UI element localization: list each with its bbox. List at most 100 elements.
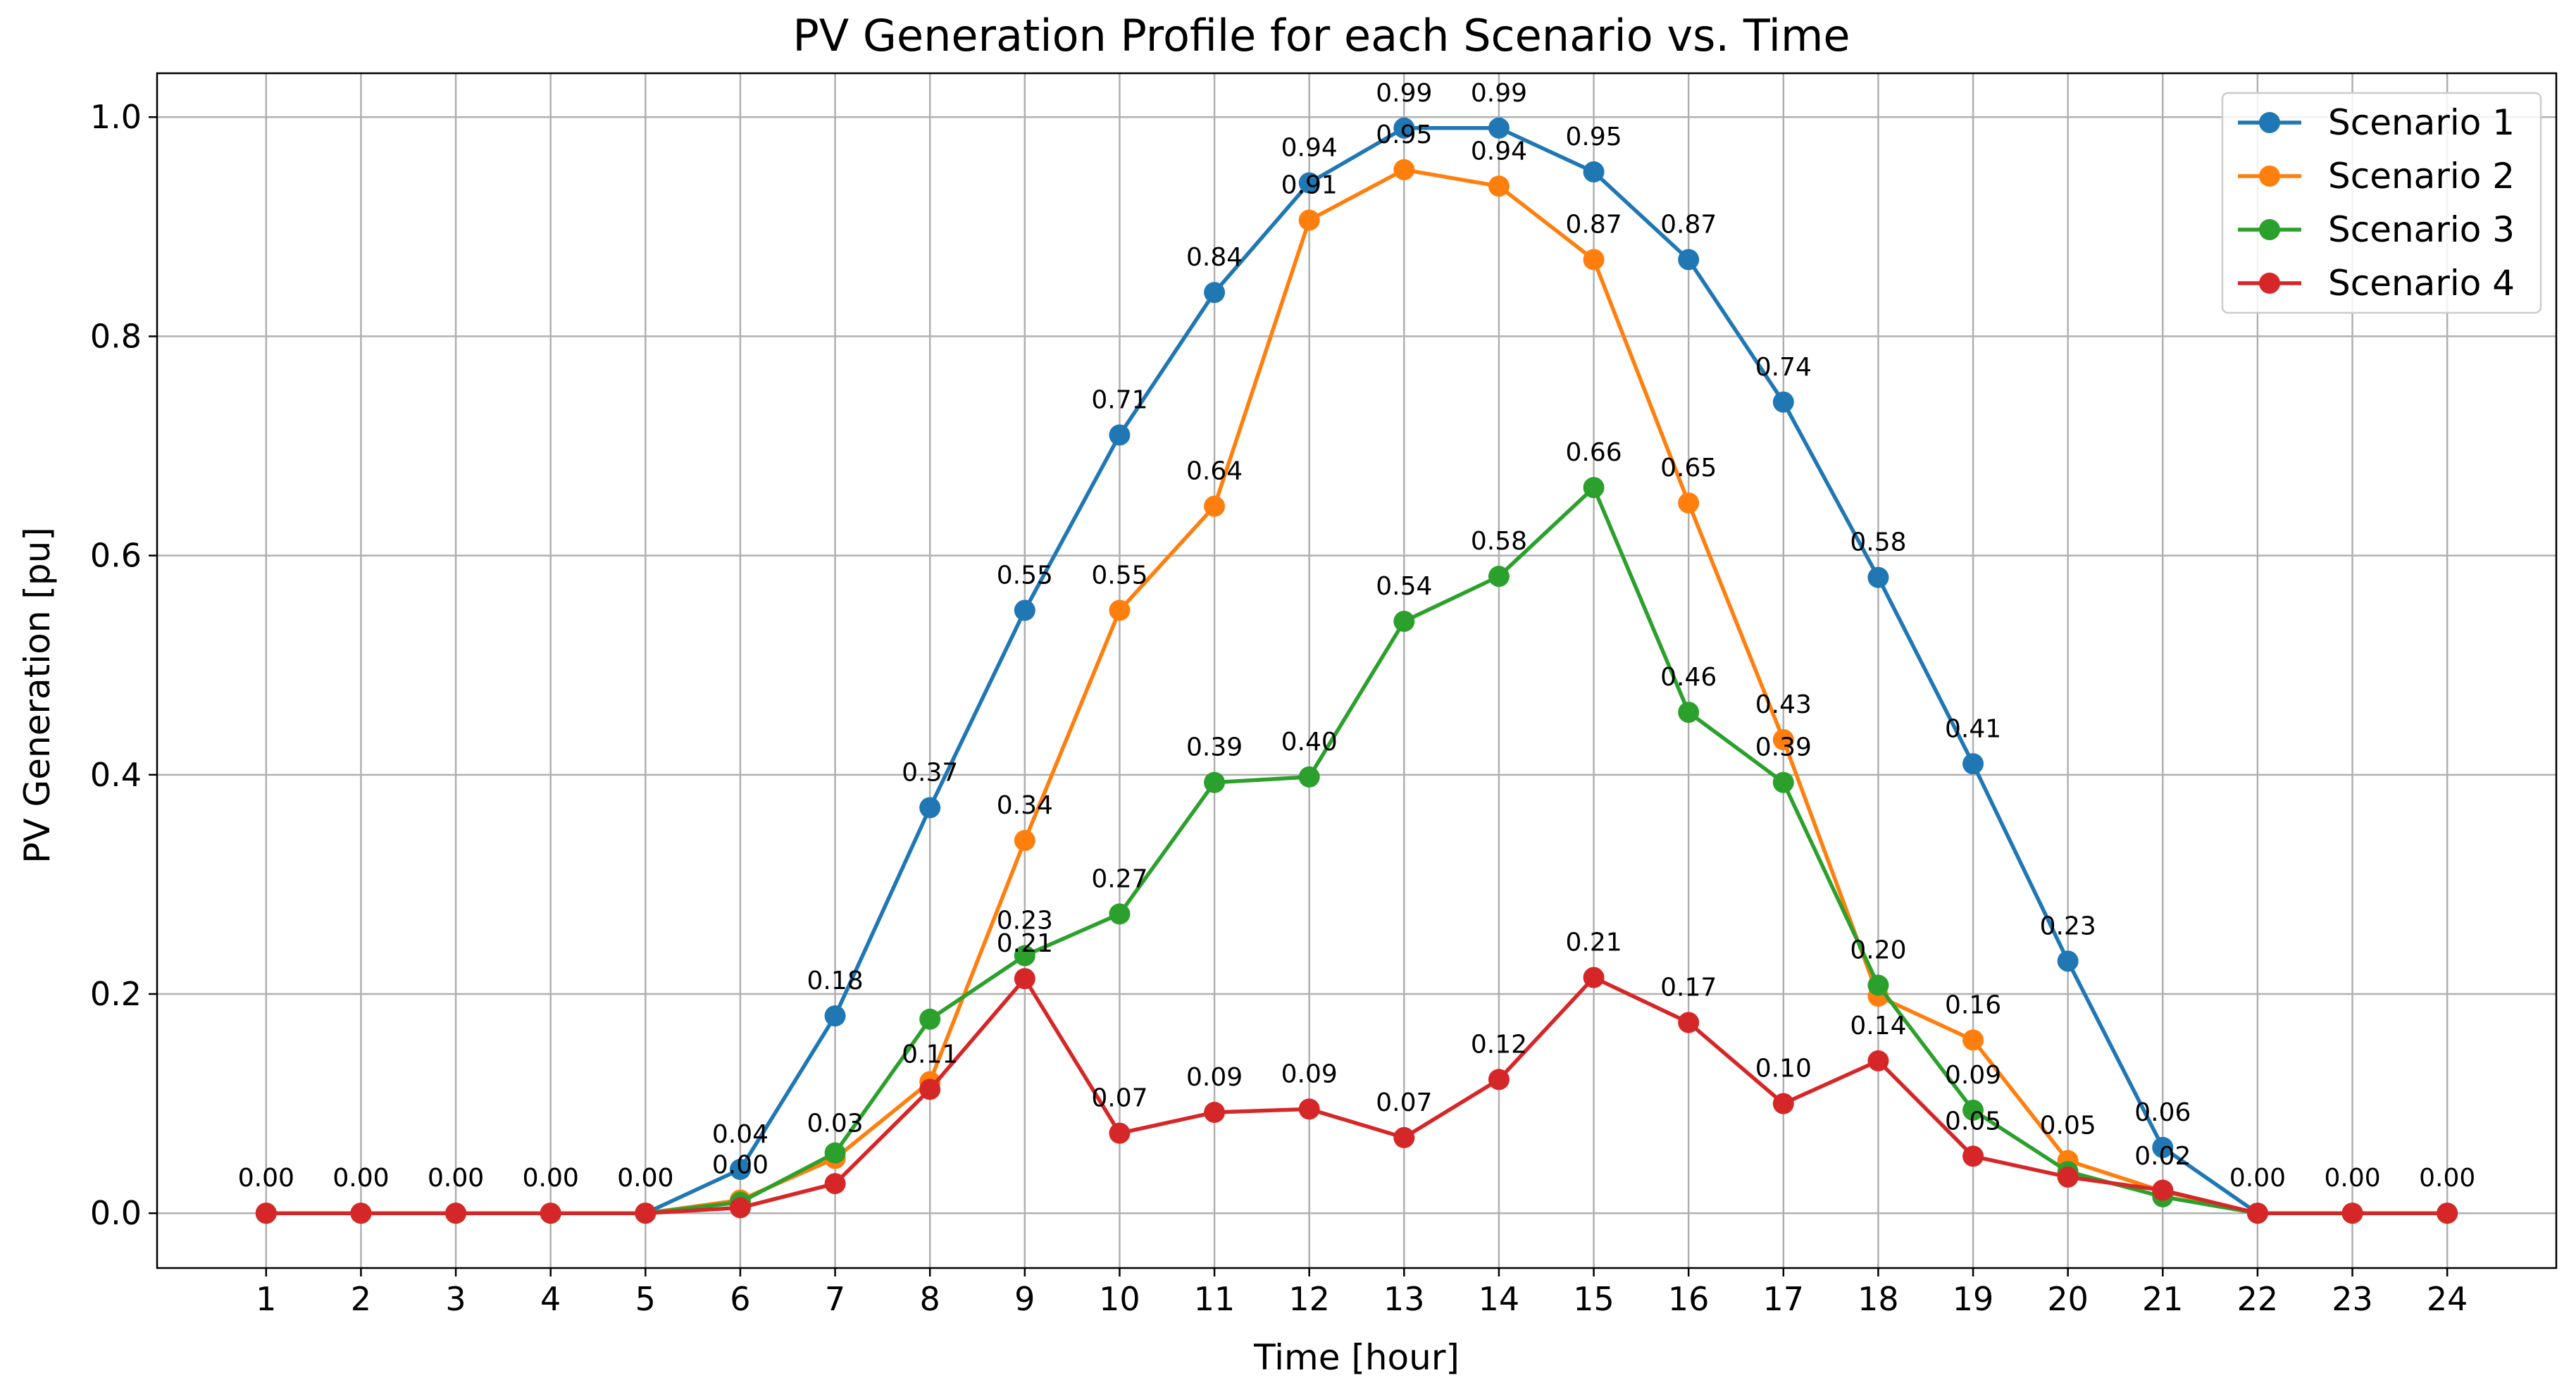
data-label: 0.84 [1186,243,1243,272]
data-label: 0.18 [807,967,863,995]
data-label: 0.10 [1755,1055,1812,1083]
data-label: 0.87 [1660,211,1717,240]
data-label: 0.87 [1565,211,1622,240]
data-label: 0.00 [238,1164,294,1193]
data-label: 0.94 [1471,137,1527,166]
data-label: 0.39 [1755,733,1812,762]
data-label: 0.00 [523,1164,579,1193]
data-label: 0.91 [1281,170,1338,199]
data-point [1109,903,1131,925]
data-point [1298,1098,1320,1120]
x-tick-label: 22 [2237,1280,2279,1318]
data-point [1867,1050,1889,1071]
data-point [919,1008,941,1030]
grid-lines [157,73,2556,1268]
data-label: 0.74 [1755,353,1812,382]
data-point [1204,495,1226,517]
y-axis-label: PV Generation [pu] [17,527,58,864]
legend-label: Scenario 3 [2328,209,2515,250]
data-point [1109,1122,1131,1144]
y-tick-label: 0.0 [90,1194,142,1232]
data-label: 0.00 [2324,1164,2380,1193]
data-point [919,1079,941,1100]
data-point [350,1203,372,1224]
data-label: 0.58 [1850,528,1906,557]
data-label: 0.23 [997,907,1053,936]
data-label: 0.55 [1091,561,1147,590]
x-tick-label: 24 [2427,1280,2468,1318]
data-label: 0.00 [2229,1164,2286,1193]
data-point [1583,967,1605,988]
data-point [1583,477,1605,499]
x-tick-label: 18 [1858,1280,1899,1318]
data-label: 0.21 [997,929,1053,958]
data-label: 0.00 [2419,1164,2475,1193]
data-label: 0.07 [1091,1084,1147,1113]
data-point [919,797,941,819]
legend-label: Scenario 2 [2328,156,2515,197]
data-point [2152,1179,2174,1201]
data-point [1583,161,1605,183]
legend-item: Scenario 2 [2238,156,2515,197]
data-point [1204,1102,1226,1124]
y-tick-label: 0.2 [90,975,142,1013]
x-tick-label: 8 [920,1280,940,1318]
x-tick-label: 12 [1288,1280,1330,1318]
data-label: 0.99 [1471,79,1527,108]
data-point [1298,766,1320,788]
data-point [1014,599,1035,621]
data-point [2057,1166,2079,1188]
data-label: 0.09 [1945,1061,2001,1090]
data-point [729,1158,751,1180]
x-tick-label: 16 [1668,1280,1710,1318]
legend-item: Scenario 1 [2238,102,2515,143]
data-labels: 0.00 0.00 0.00 0.00 0.000.040.180.370.550.71… [238,79,2476,1193]
legend-label: Scenario 4 [2328,263,2515,304]
data-label: 0.09 [1186,1063,1243,1092]
data-point [1678,1012,1700,1033]
y-tick-label: 0.8 [90,317,142,355]
data-point [1772,1093,1794,1114]
data-label: 0.00 [428,1164,484,1193]
data-label: 0.64 [1186,457,1243,486]
data-label: 0.00 [332,1164,389,1193]
data-label: 0.00 [712,1151,769,1180]
data-point [1014,830,1035,852]
x-tick-label: 2 [351,1280,371,1318]
data-point [1678,249,1700,271]
data-label: 0.17 [1660,973,1717,1002]
data-label: 0.39 [1186,733,1243,762]
data-label: 0.55 [997,561,1053,590]
x-tick-label: 1 [256,1280,276,1318]
legend-marker [2259,273,2280,294]
series-line [266,975,2448,1215]
x-tick-label: 9 [1014,1280,1035,1318]
data-point [445,1203,467,1224]
data-point [1962,1029,1984,1051]
legend-box [2221,92,2542,314]
data-label: 0.04 [712,1120,769,1149]
data-label: 0.02 [2134,1142,2191,1171]
data-point [1488,175,1510,197]
legend-marker [2259,112,2280,133]
data-label: 0.21 [1565,928,1622,957]
chart-title: PV Generation Profile for each Scenario … [792,10,1850,61]
data-label: 0.58 [1471,527,1527,556]
legend-item: Scenario 3 [2238,209,2515,250]
data-label: 0.00 [428,1164,484,1193]
y-tick-label: 1.0 [90,98,142,136]
data-point [1678,702,1700,723]
data-label: 0.43 [1755,690,1812,719]
data-label: 0.46 [1660,663,1717,692]
data-label: 0.00 [617,1164,673,1193]
data-point [255,1203,277,1224]
x-tick-label: 4 [540,1280,561,1318]
data-label: 0.34 [997,791,1053,820]
data-point [1393,159,1415,180]
y-tick-label: 0.6 [90,537,142,575]
plot-frame [156,72,2558,1269]
data-point [824,1005,846,1027]
data-label: 0.00 [332,1164,389,1193]
data-point [540,1203,561,1224]
